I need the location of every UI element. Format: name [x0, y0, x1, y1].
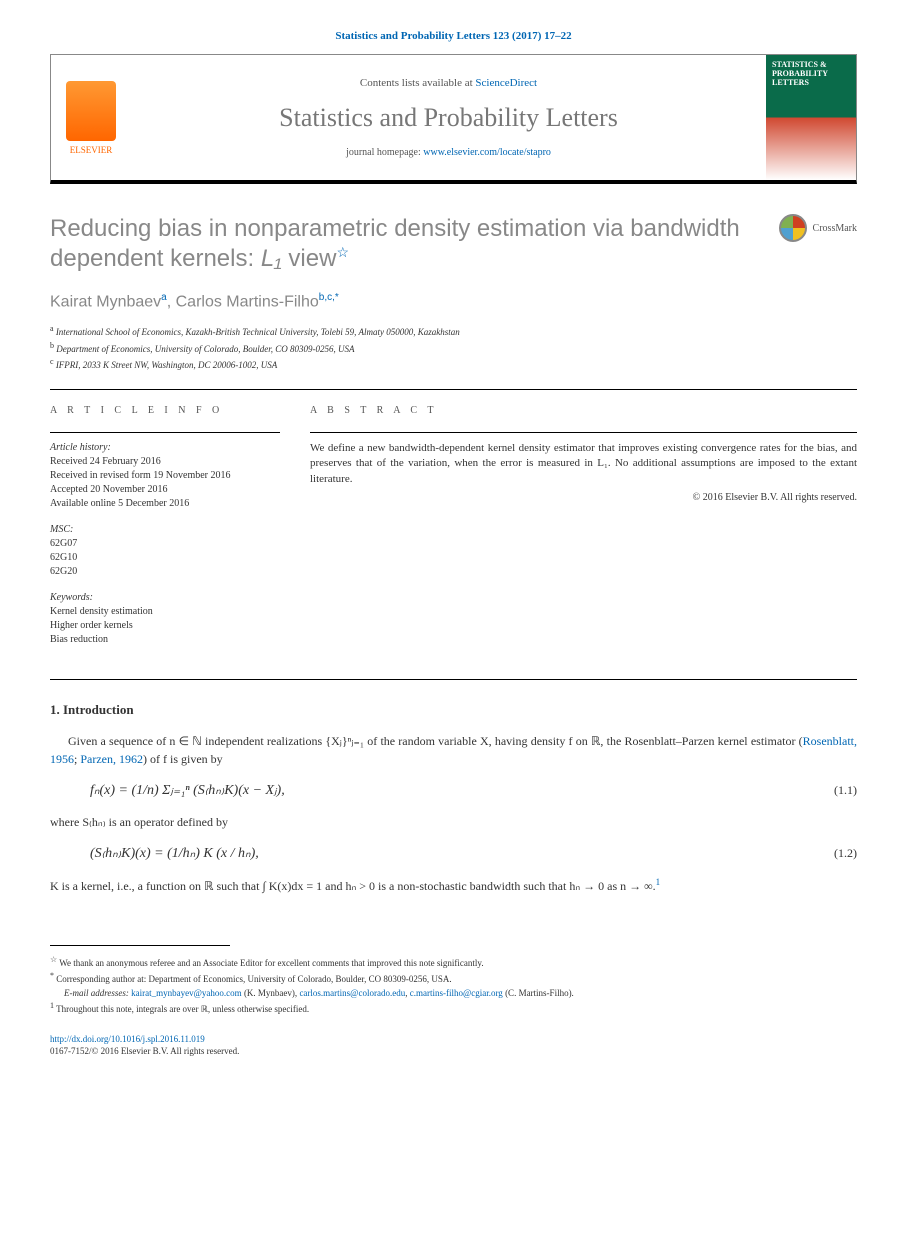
divider	[50, 679, 857, 680]
author-2-aff[interactable]: b,c,	[319, 292, 335, 303]
author-sep: ,	[167, 293, 176, 310]
ref-parzen-1962[interactable]: Parzen, 1962	[80, 752, 143, 766]
affiliations: a International School of Economics, Kaz…	[50, 323, 857, 373]
email-label: E-mail addresses:	[64, 988, 131, 998]
issn-copyright: 0167-7152/© 2016 Elsevier B.V. All right…	[50, 1046, 239, 1056]
footnote-emails: E-mail addresses: kairat_mynbayev@yahoo.…	[50, 987, 857, 1001]
abstract-column: A B S T R A C T We define a new bandwidt…	[310, 404, 857, 659]
section-1-heading: 1. Introduction	[50, 702, 857, 718]
msc-item: 62G10	[50, 551, 280, 565]
intro-paragraph-2: where S₍hₙ₎ is an operator defined by	[50, 813, 857, 831]
msc-block: MSC: 62G07 62G10 62G20	[50, 523, 280, 579]
homepage-prefix: journal homepage:	[346, 147, 423, 158]
elsevier-label: ELSEVIER	[70, 145, 113, 155]
contents-prefix: Contents lists available at	[360, 77, 475, 89]
article-info-label: A R T I C L E I N F O	[50, 404, 280, 418]
keyword-item: Higher order kernels	[50, 619, 280, 633]
msc-heading: MSC:	[50, 523, 280, 537]
equation-1-2: (S₍hₙ₎K)(x) = (1/hₙ) K (x / hₙ), (1.2)	[90, 845, 857, 862]
elsevier-tree-icon	[66, 81, 116, 141]
journal-header: ELSEVIER Contents lists available at Sci…	[50, 54, 857, 184]
email-link-1[interactable]: kairat_mynbayev@yahoo.com	[131, 988, 242, 998]
equation-1-1-number: (1.1)	[807, 783, 857, 798]
footnote-corresponding: * Corresponding author at: Department of…	[50, 970, 857, 987]
affiliation-c: c IFPRI, 2033 K Street NW, Washington, D…	[50, 356, 857, 373]
abstract-copyright: © 2016 Elsevier B.V. All rights reserved…	[310, 491, 857, 505]
footnote-thanks: ☆ We thank an anonymous referee and an A…	[50, 954, 857, 971]
crossmark-icon	[779, 214, 807, 242]
journal-cover-thumb: STATISTICS & PROBABILITY LETTERS	[766, 55, 856, 180]
keywords-block: Keywords: Kernel density estimation High…	[50, 591, 280, 647]
article-history: Article history: Received 24 February 20…	[50, 441, 280, 511]
intro-paragraph-1: Given a sequence of n ∈ ℕ independent re…	[50, 732, 857, 768]
msc-item: 62G07	[50, 537, 280, 551]
crossmark-label: CrossMark	[813, 223, 857, 234]
divider	[50, 389, 857, 390]
elsevier-logo: ELSEVIER	[51, 55, 131, 180]
title-end: view	[282, 245, 337, 272]
abstract-text: We define a new bandwidth-dependent kern…	[310, 441, 857, 487]
history-line: Received 24 February 2016	[50, 455, 280, 469]
history-heading: Article history:	[50, 441, 280, 455]
msc-item: 62G20	[50, 565, 280, 579]
crossmark-badge[interactable]: CrossMark	[779, 214, 857, 242]
footnotes-divider	[50, 945, 230, 946]
email-link-3[interactable]: c.martins-filho@cgiar.org	[410, 988, 503, 998]
title-main: Reducing bias in nonparametric density e…	[50, 215, 740, 272]
article-title: Reducing bias in nonparametric density e…	[50, 214, 759, 274]
affiliation-a: a International School of Economics, Kaz…	[50, 323, 857, 340]
contents-line: Contents lists available at ScienceDirec…	[360, 77, 537, 89]
sciencedirect-link[interactable]: ScienceDirect	[475, 77, 537, 89]
history-line: Received in revised form 19 November 201…	[50, 469, 280, 483]
affiliation-b: b Department of Economics, University of…	[50, 340, 857, 357]
history-line: Available online 5 December 2016	[50, 497, 280, 511]
abstract-label: A B S T R A C T	[310, 404, 857, 418]
homepage-line: journal homepage: www.elsevier.com/locat…	[346, 147, 551, 158]
title-footnote-star[interactable]: ☆	[336, 244, 349, 260]
homepage-link[interactable]: www.elsevier.com/locate/stapro	[423, 147, 551, 158]
author-2-corr-star[interactable]: *	[335, 292, 339, 303]
intro-paragraph-3: K is a kernel, i.e., a function on ℝ suc…	[50, 876, 857, 895]
journal-name: Statistics and Probability Letters	[279, 103, 618, 133]
equation-1-2-number: (1.2)	[807, 846, 857, 861]
keyword-item: Kernel density estimation	[50, 605, 280, 619]
equation-1-2-body: (S₍hₙ₎K)(x) = (1/hₙ) K (x / hₙ),	[90, 845, 807, 862]
title-math: L₁	[261, 245, 282, 272]
author-list: Kairat Mynbaeva, Carlos Martins-Filhob,c…	[50, 292, 857, 311]
abstract-divider	[310, 432, 857, 433]
footnote-1: 1 Throughout this note, integrals are ov…	[50, 1000, 857, 1017]
history-line: Accepted 20 November 2016	[50, 483, 280, 497]
equation-1-1: fₙ(x) = (1/n) Σⱼ₌₁ⁿ (S₍hₙ₎K)(x − Xⱼ), (1…	[90, 782, 857, 799]
author-2[interactable]: Carlos Martins-Filho	[176, 293, 319, 310]
citation-top: Statistics and Probability Letters 123 (…	[50, 30, 857, 42]
doi-link[interactable]: http://dx.doi.org/10.1016/j.spl.2016.11.…	[50, 1034, 205, 1044]
doi-block: http://dx.doi.org/10.1016/j.spl.2016.11.…	[50, 1033, 857, 1058]
footnote-ref-1[interactable]: 1	[656, 877, 661, 887]
footnotes: ☆ We thank an anonymous referee and an A…	[50, 954, 857, 1017]
keyword-item: Bias reduction	[50, 633, 280, 647]
email-link-2[interactable]: carlos.martins@colorado.edu	[299, 988, 405, 998]
header-center: Contents lists available at ScienceDirec…	[131, 55, 766, 180]
cover-text: STATISTICS & PROBABILITY LETTERS	[772, 61, 850, 87]
author-1[interactable]: Kairat Mynbaev	[50, 293, 161, 310]
equation-1-1-body: fₙ(x) = (1/n) Σⱼ₌₁ⁿ (S₍hₙ₎K)(x − Xⱼ),	[90, 782, 807, 799]
info-divider	[50, 432, 280, 433]
keywords-heading: Keywords:	[50, 591, 280, 605]
article-info-column: A R T I C L E I N F O Article history: R…	[50, 404, 280, 659]
